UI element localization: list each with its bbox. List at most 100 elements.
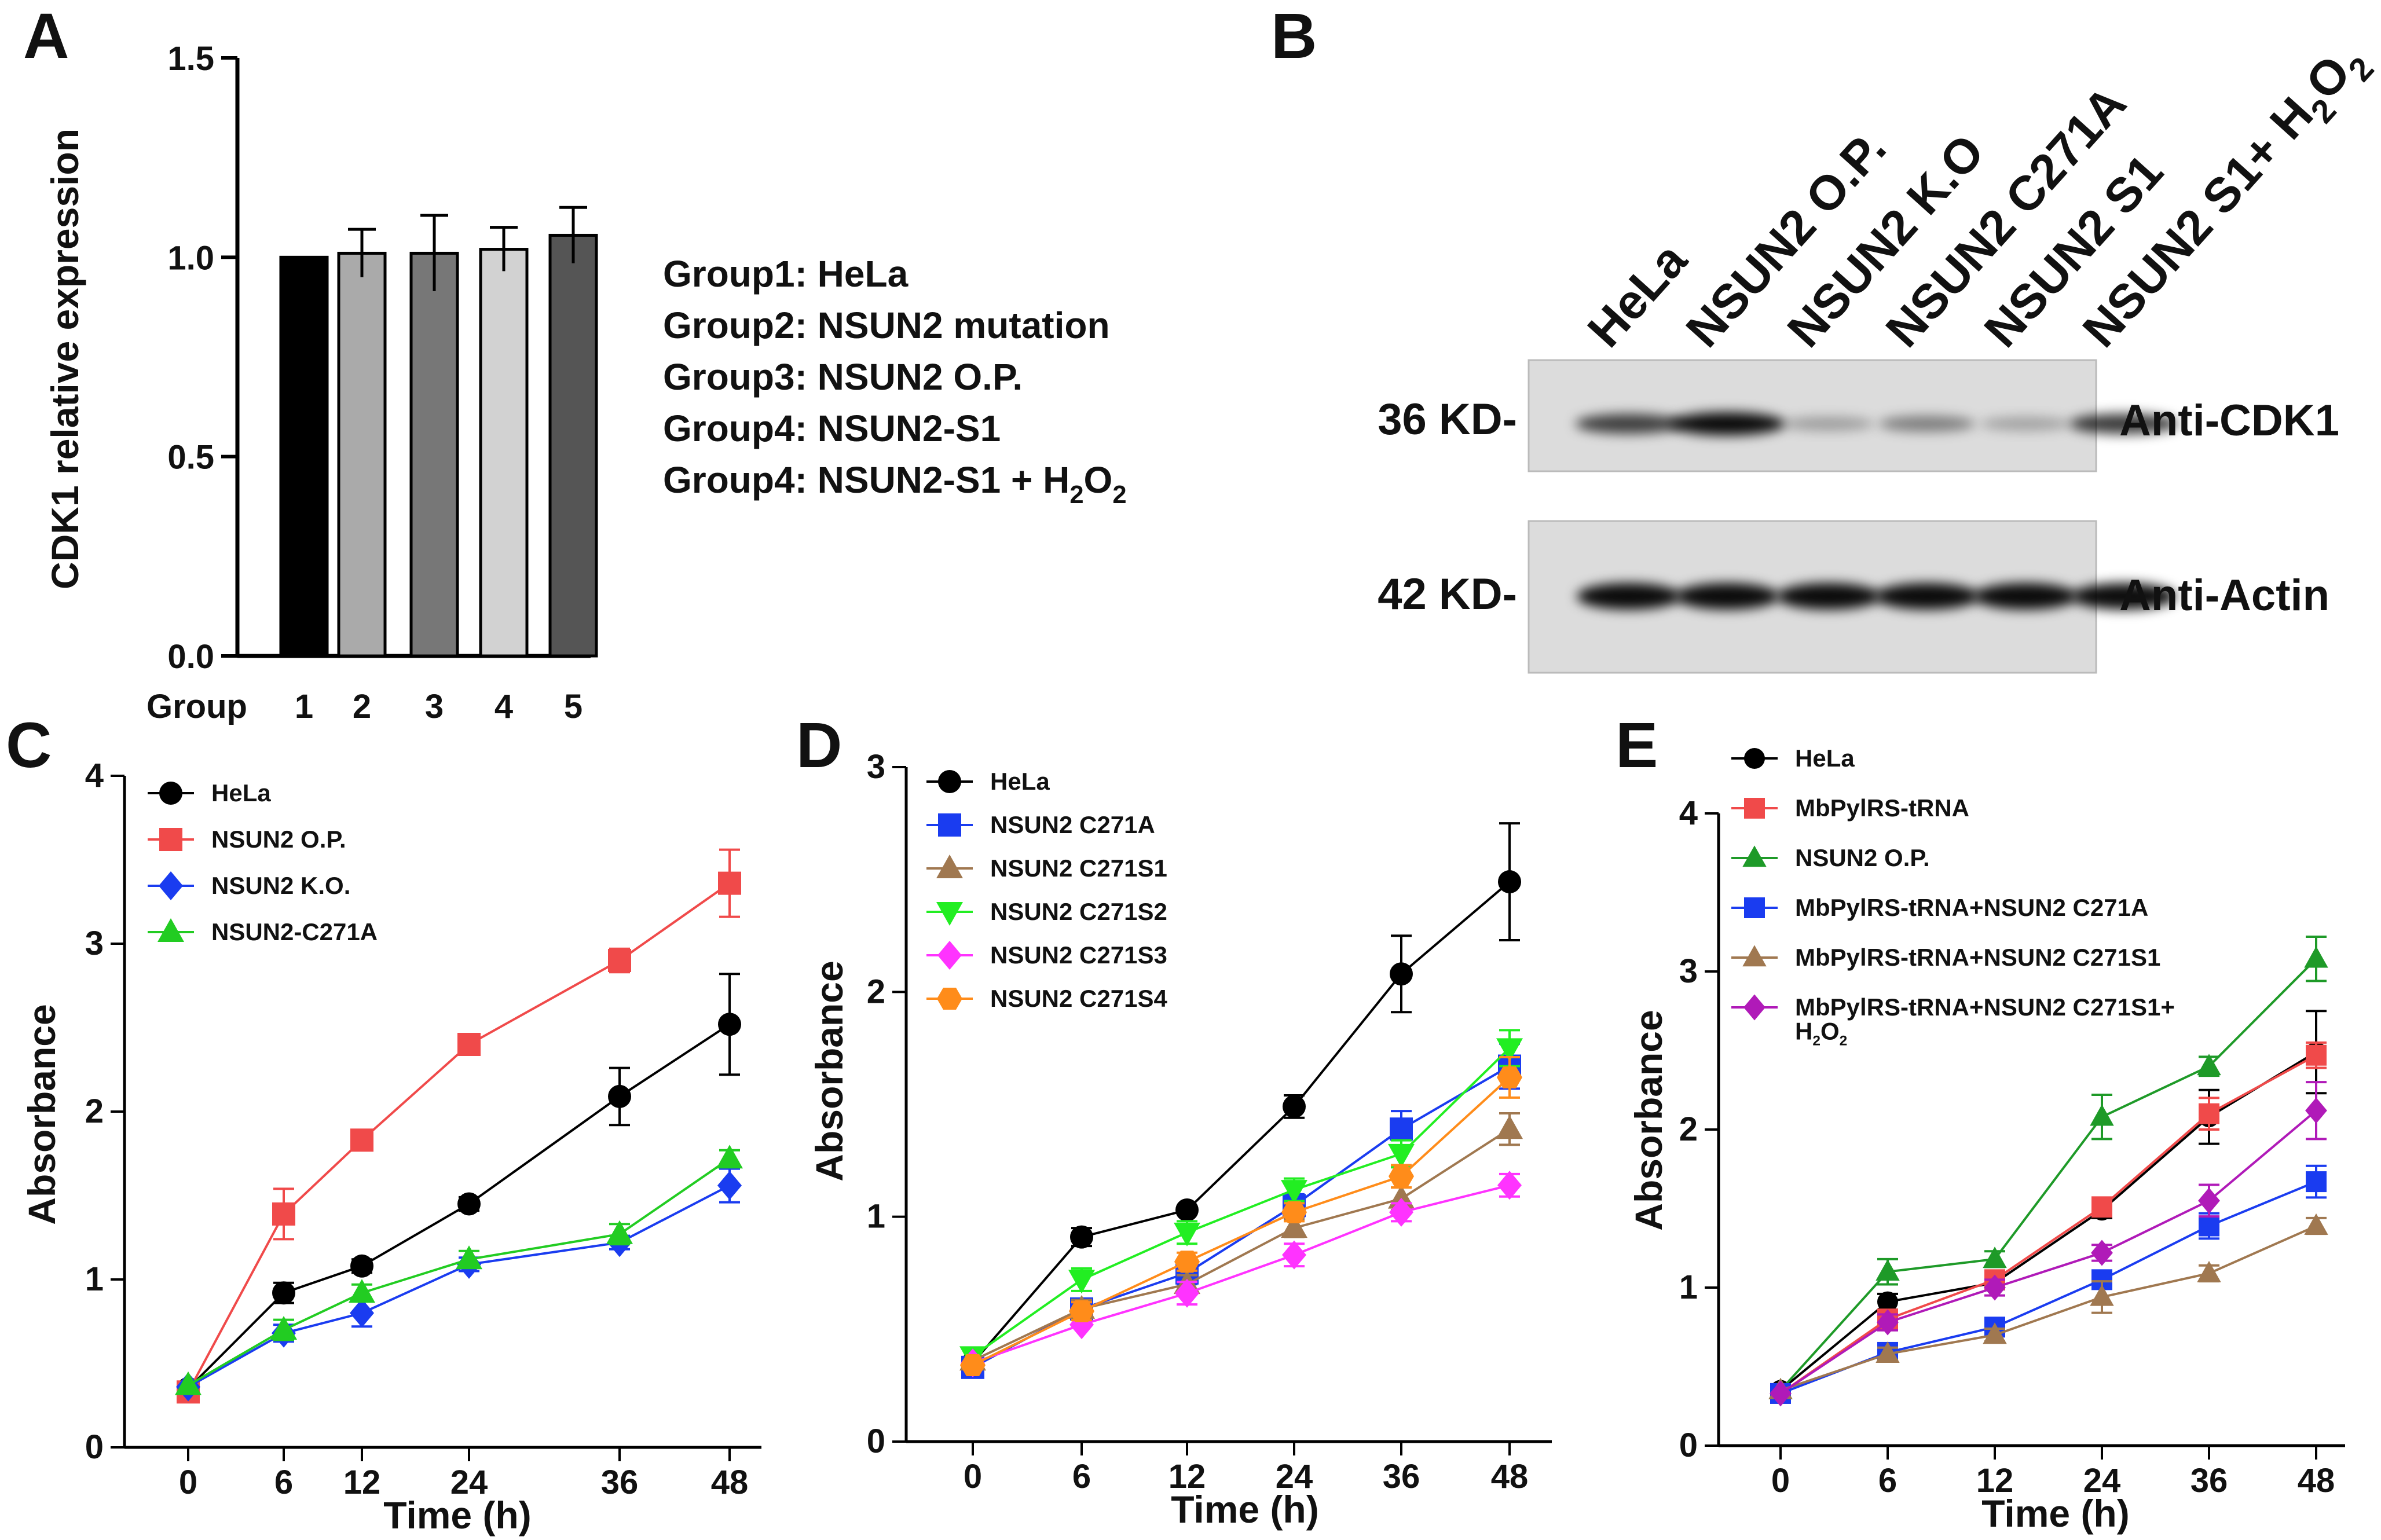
- text-span: 2: [1112, 481, 1126, 509]
- data-point: [349, 1279, 375, 1303]
- data-point: [1983, 1246, 2007, 1268]
- data-point: [2091, 1196, 2112, 1218]
- data-point: [1174, 1222, 1200, 1246]
- data-point: [1876, 1341, 1900, 1363]
- legend-marker: [937, 987, 962, 1010]
- data-point: [2090, 1284, 2114, 1306]
- data-point: [1770, 1380, 1792, 1407]
- antibody-label: Anti-Actin: [2119, 571, 2329, 620]
- data-point: [1497, 1066, 1522, 1088]
- blot-band: [1878, 416, 1976, 432]
- series-line: [188, 1184, 730, 1388]
- legend-label: HeLa: [1795, 745, 1855, 772]
- legend-marker: [159, 871, 183, 900]
- series: [175, 1145, 743, 1395]
- blot-band: [1973, 583, 2078, 610]
- data-point: [718, 1013, 741, 1036]
- group-legend-item: Group3: NSUN2 O.P.: [663, 356, 1023, 398]
- legend-label: MbPylRS-tRNA+NSUN2 C271S1: [1795, 944, 2160, 971]
- legend-marker: [1744, 897, 1765, 918]
- data-point: [2304, 946, 2328, 968]
- x-tick-label: 48: [1491, 1458, 1529, 1495]
- legend-label: NSUN2 C271A: [990, 811, 1155, 838]
- x-axis-title: Time (h): [383, 1494, 531, 1537]
- y-axis-title: Absorbance: [808, 960, 851, 1181]
- y-axis-title: Absorbance: [1627, 1010, 1670, 1230]
- x-tick-label: 0: [1771, 1462, 1790, 1499]
- legend-label: NSUN2 C271S3: [990, 941, 1167, 969]
- legend-marker: [938, 813, 961, 837]
- data-point: [1175, 1198, 1199, 1222]
- data-point: [1281, 1180, 1307, 1204]
- series-line: [1779, 958, 2317, 1391]
- series-line: [1780, 1180, 2317, 1395]
- data-point: [175, 1371, 202, 1395]
- legend-marker: [159, 828, 182, 851]
- data-point: [1390, 1117, 1413, 1141]
- data-point: [608, 949, 631, 972]
- group-legend-item: Group2: NSUN2 mutation: [663, 305, 1110, 346]
- legend-label: HeLa: [211, 779, 271, 806]
- legend-marker: [157, 918, 184, 942]
- x-tick-label: 4: [494, 688, 513, 725]
- legend: HeLa MbPylRS-tRNA NSUN2 O.P. MbPylRS-tRNA+N…: [1731, 745, 2175, 1048]
- series-line: [187, 1157, 731, 1387]
- bar: [409, 251, 459, 658]
- legend-label: MbPylRS-tRNA: [1795, 794, 1969, 822]
- legend-label: MbPylRS-tRNA+NSUN2 C271S1+: [1795, 993, 2175, 1021]
- data-point: [457, 1033, 481, 1056]
- y-tick-label: 1: [867, 1198, 885, 1235]
- x-tick-label: 6: [1072, 1458, 1091, 1495]
- data-point: [718, 871, 741, 895]
- panel-label-e: E: [1616, 710, 1658, 781]
- x-tick-label: 24: [450, 1464, 488, 1501]
- blot-band: [1980, 416, 2071, 431]
- x-tick-label: 36: [1383, 1458, 1420, 1495]
- y-tick-label: 1.5: [167, 40, 214, 78]
- x-tick-label: 24: [2083, 1462, 2121, 1499]
- x-tick-label: 6: [274, 1464, 293, 1501]
- series-line: [1779, 1054, 2317, 1395]
- data-point: [606, 1220, 633, 1244]
- y-tick-label: 0: [85, 1428, 104, 1466]
- data-point: [1281, 1201, 1307, 1223]
- data-point: [716, 1145, 743, 1169]
- data-point: [1496, 1115, 1523, 1139]
- data-point: [608, 1084, 631, 1108]
- data-point: [1283, 1095, 1306, 1119]
- series: [961, 1171, 1522, 1378]
- text-span: Group3: NSUN2 O.P.: [663, 356, 1023, 398]
- data-point: [2199, 1215, 2219, 1237]
- bar: [548, 233, 598, 658]
- series-line: [972, 1076, 1511, 1366]
- x-tick-label: 5: [564, 688, 583, 725]
- data-point: [2305, 1097, 2327, 1124]
- data-point: [272, 1281, 295, 1305]
- data-point: [2306, 1171, 2327, 1193]
- y-tick-label: 4: [1679, 794, 1698, 832]
- legend-marker: [1742, 845, 1767, 867]
- legend-marker: [1744, 798, 1765, 819]
- data-point: [717, 1171, 742, 1200]
- legend-label: NSUN2 C271S2: [990, 898, 1167, 925]
- blot-band: [1776, 583, 1881, 610]
- x-tick-label: 48: [711, 1464, 749, 1501]
- blot-band: [1783, 416, 1874, 431]
- series: [1768, 1213, 2328, 1399]
- legend-marker: [937, 941, 962, 970]
- legend-label: NSUN2 O.P.: [1795, 844, 1930, 871]
- blot-band: [1875, 583, 1979, 610]
- legend-label-line2: H2O2: [1795, 1017, 1847, 1048]
- data-point: [1069, 1300, 1094, 1322]
- data-point: [2090, 1104, 2114, 1126]
- x-tick-label: 1: [295, 688, 313, 725]
- y-axis-title: Absorbance: [20, 1004, 63, 1224]
- legend-marker: [1742, 945, 1767, 967]
- legend-label: NSUN2 K.O.: [211, 872, 350, 899]
- data-point: [2198, 1187, 2220, 1214]
- data-point: [1496, 1038, 1523, 1062]
- y-tick-label: 3: [1679, 952, 1698, 990]
